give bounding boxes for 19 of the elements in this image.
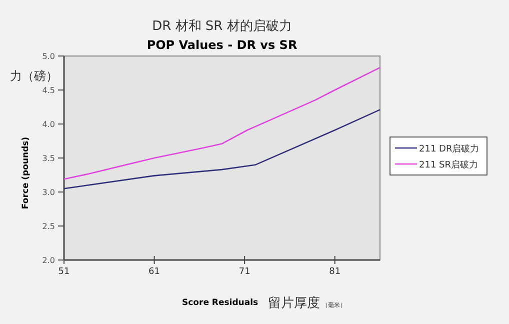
y-tick-label: 3.0 — [42, 188, 55, 197]
x-tick-label: 51 — [58, 267, 70, 277]
y-tick-label: 4.5 — [42, 86, 55, 95]
chart-subtitle: POP Values - DR vs SR — [146, 38, 298, 52]
text: 留片厚度 — [268, 295, 320, 311]
y-tick-label: 5.0 — [42, 52, 55, 61]
y-axis-title: Force (pounds) — [21, 136, 31, 210]
x-tick-label: 81 — [329, 267, 341, 277]
x-tick-label: 61 — [148, 267, 160, 277]
y-tick-label: 4.0 — [42, 120, 55, 129]
chart-title: DR 材和 SR 材的启破力 — [152, 18, 292, 34]
y-tick-label: 2.5 — [42, 222, 55, 231]
y-tick-label: 3.5 — [42, 154, 55, 163]
legend-label: 211 DR启破力 — [419, 144, 480, 154]
legend-label: 211 SR启破力 — [419, 160, 478, 170]
x-axis-title: Score Residuals — [182, 298, 258, 308]
x-tick-label: 71 — [238, 267, 250, 277]
text: 力（磅） — [10, 69, 58, 83]
y-tick-label: 2.0 — [42, 256, 55, 265]
